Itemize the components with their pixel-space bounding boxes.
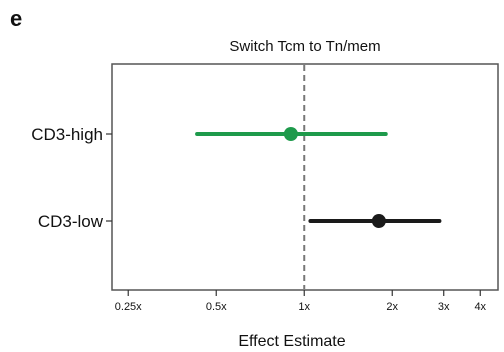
- plot-frame: [111, 63, 499, 291]
- chart-title: Switch Tcm to Tn/mem: [229, 38, 380, 55]
- x-tick-label: 1x: [298, 301, 310, 313]
- category-label: CD3-high: [31, 125, 103, 144]
- x-tick-label: 0.5x: [206, 301, 227, 313]
- point-estimate: [283, 127, 298, 141]
- x-tick-label: 4x: [474, 301, 486, 313]
- x-tick-label: 2x: [386, 301, 398, 313]
- x-tick-label: 0.25x: [115, 301, 142, 313]
- panel-label: e: [10, 6, 23, 31]
- point-estimate: [371, 214, 386, 228]
- category-label: CD3-low: [38, 212, 104, 231]
- x-tick-label: 3x: [438, 301, 450, 313]
- x-axis-title: Effect Estimate: [238, 333, 345, 350]
